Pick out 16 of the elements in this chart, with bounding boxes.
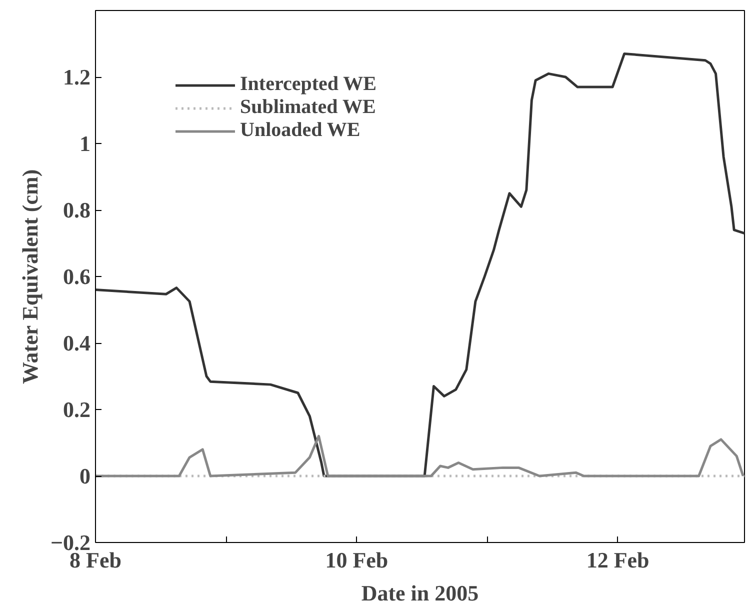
y-tick-label: 0.8 [63, 198, 90, 222]
y-tick-label: 0.2 [63, 397, 90, 422]
legend-label: Unloaded WE [240, 119, 360, 142]
y-tick-label: 0 [80, 464, 90, 488]
line-series [96, 434, 744, 478]
y-axis-title: Water Equivalent (cm) [17, 169, 42, 384]
x-axis-title: Date in 2005 [361, 580, 479, 606]
x-tick-label: 10 Feb [325, 548, 388, 572]
legend-label: Intercepted WE [240, 73, 376, 96]
y-tick-label: 1.2 [63, 64, 90, 90]
y-tick-label: 0.4 [63, 330, 90, 356]
line-series [96, 52, 744, 478]
y-tick-label: 0.6 [63, 264, 90, 289]
x-tick-label: 12 Feb [586, 548, 650, 572]
legend-label: Sublimated WE [240, 96, 376, 119]
y-tick-label: 1 [80, 131, 90, 156]
